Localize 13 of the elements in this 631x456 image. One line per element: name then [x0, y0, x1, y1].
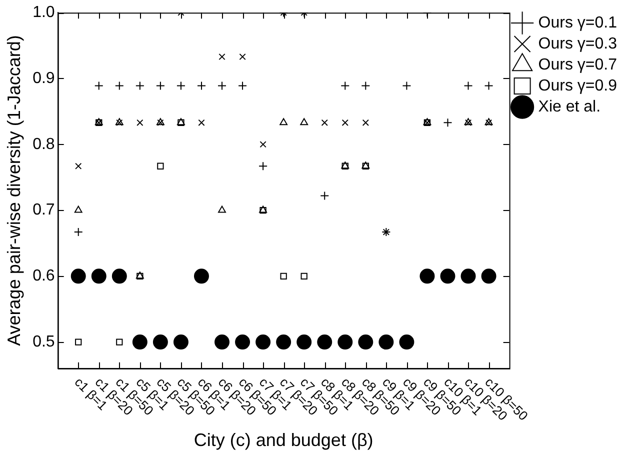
y-tick-label: 0.7 — [32, 202, 55, 219]
y-tick-label: 0.9 — [32, 70, 55, 87]
y-tick-label: 0.8 — [32, 136, 55, 153]
legend-label: Ours γ=0.9 — [538, 77, 618, 94]
x-axis-title: City (c) and budget (β) — [194, 430, 374, 450]
y-axis-title: Average pair-wise diversity (1-Jaccard) — [4, 35, 24, 346]
legend-label: Xie et al. — [538, 98, 601, 116]
legend-label: Ours γ=0.7 — [538, 56, 618, 74]
legend-label: Ours γ=0.3 — [538, 35, 618, 52]
y-tick-label: 0.6 — [32, 268, 55, 285]
y-tick-label: 0.5 — [32, 333, 55, 350]
legend-label: Ours γ=0.1 — [538, 14, 618, 32]
y-tick-label: 1.0 — [32, 4, 55, 22]
